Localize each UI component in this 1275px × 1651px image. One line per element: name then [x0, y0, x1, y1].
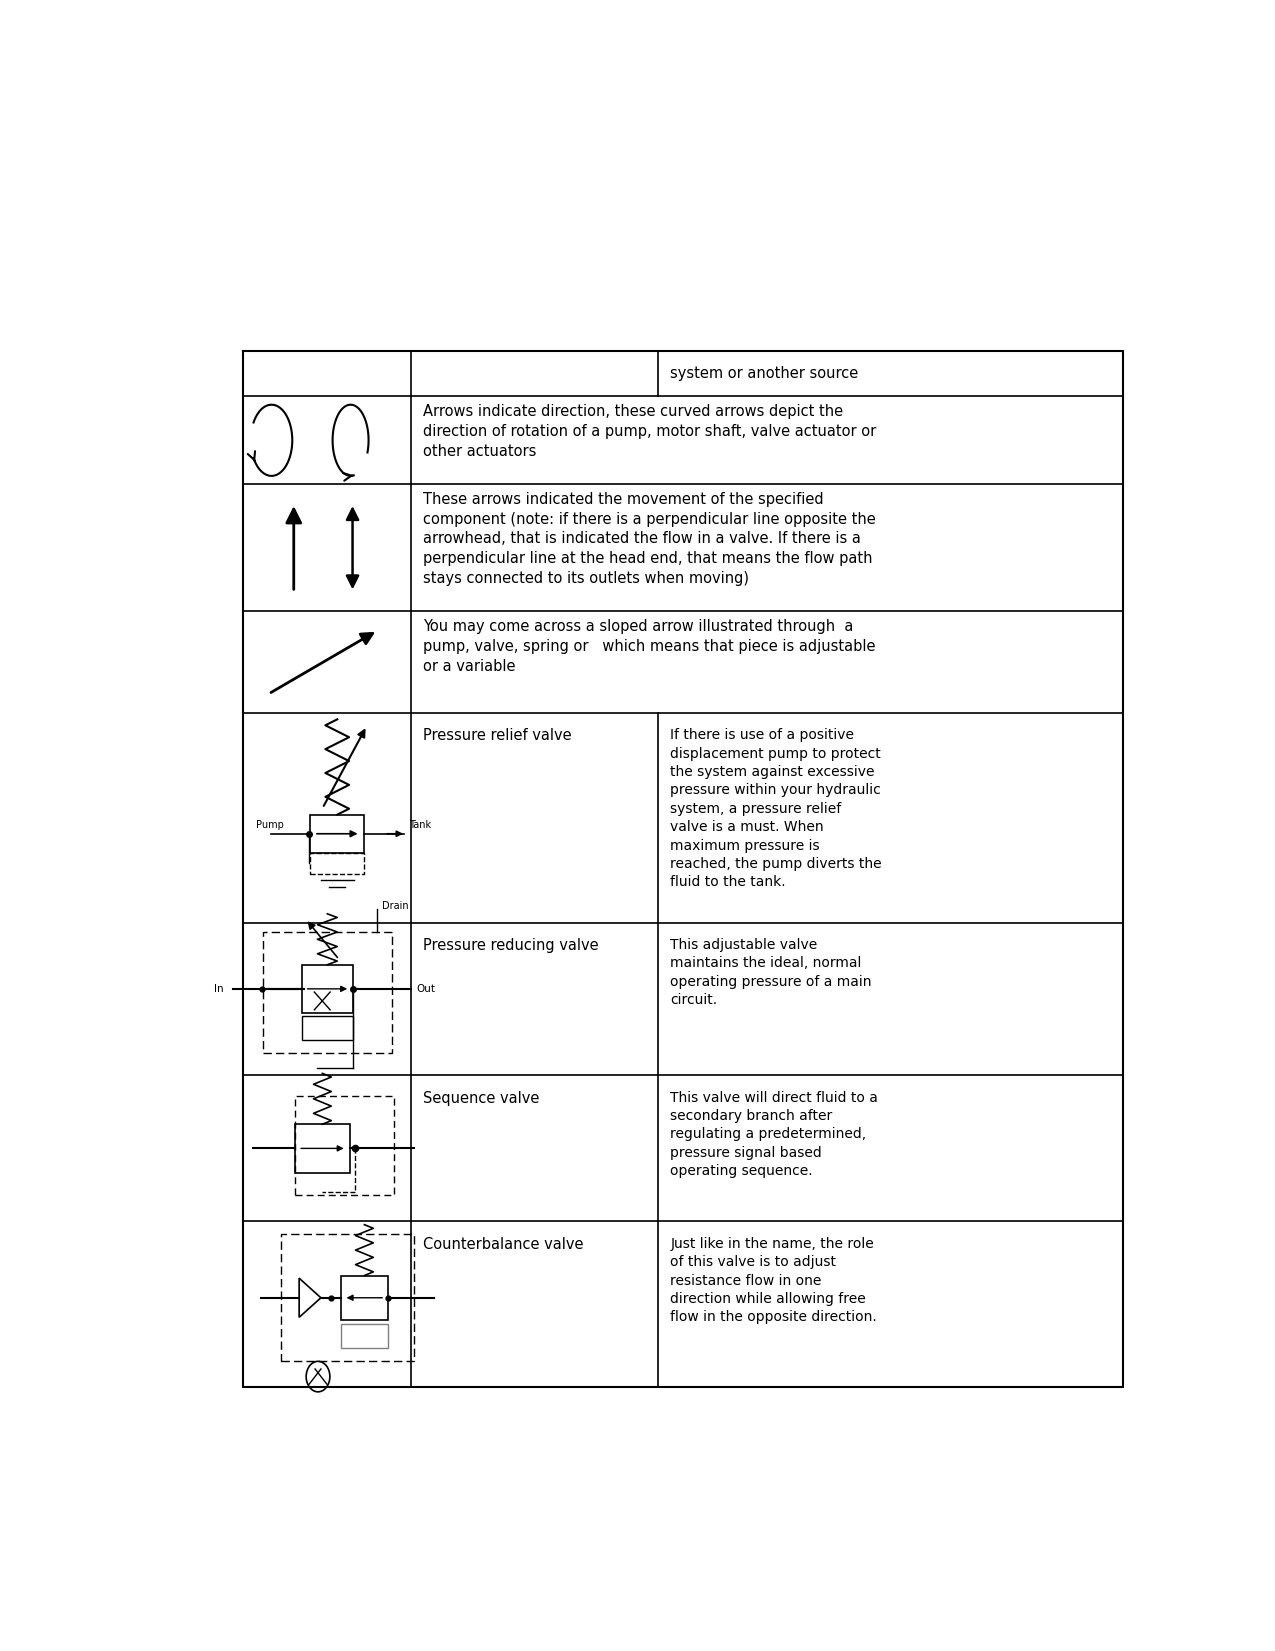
Polygon shape — [300, 1278, 321, 1317]
Bar — [263, 933, 391, 1053]
Text: Drain: Drain — [381, 901, 408, 911]
Text: Pressure reducing valve: Pressure reducing valve — [423, 938, 599, 953]
Bar — [302, 1015, 353, 1040]
Text: Out: Out — [416, 984, 435, 994]
Bar — [340, 1276, 388, 1321]
Bar — [310, 814, 365, 854]
Bar — [310, 854, 365, 873]
Text: In: In — [214, 984, 223, 994]
Text: Tank: Tank — [409, 821, 431, 830]
Text: Pump: Pump — [256, 821, 283, 830]
Text: Just like in the name, the role
of this valve is to adjust
resistance flow in on: Just like in the name, the role of this … — [671, 1237, 877, 1324]
Text: This adjustable valve
maintains the ideal, normal
operating pressure of a main
c: This adjustable valve maintains the idea… — [671, 938, 872, 1007]
Text: You may come across a sloped arrow illustrated through  a
pump, valve, spring or: You may come across a sloped arrow illus… — [423, 619, 876, 674]
Text: These arrows indicated the movement of the specified
component (note: if there i: These arrows indicated the movement of t… — [423, 492, 876, 586]
Text: system or another source: system or another source — [671, 367, 858, 381]
Text: If there is use of a positive
displacement pump to protect
the system against ex: If there is use of a positive displaceme… — [671, 728, 882, 890]
Text: Arrows indicate direction, these curved arrows depict the
direction of rotation : Arrows indicate direction, these curved … — [423, 404, 876, 459]
Bar — [302, 964, 353, 1014]
Bar — [296, 1124, 349, 1172]
Text: Sequence valve: Sequence valve — [423, 1091, 539, 1106]
Text: This valve will direct fluid to a
secondary branch after
regulating a predetermi: This valve will direct fluid to a second… — [671, 1091, 878, 1179]
Text: Pressure relief valve: Pressure relief valve — [423, 728, 571, 743]
Bar — [340, 1324, 388, 1349]
Text: Counterbalance valve: Counterbalance valve — [423, 1237, 584, 1251]
Bar — [296, 1096, 394, 1195]
Bar — [280, 1235, 414, 1362]
